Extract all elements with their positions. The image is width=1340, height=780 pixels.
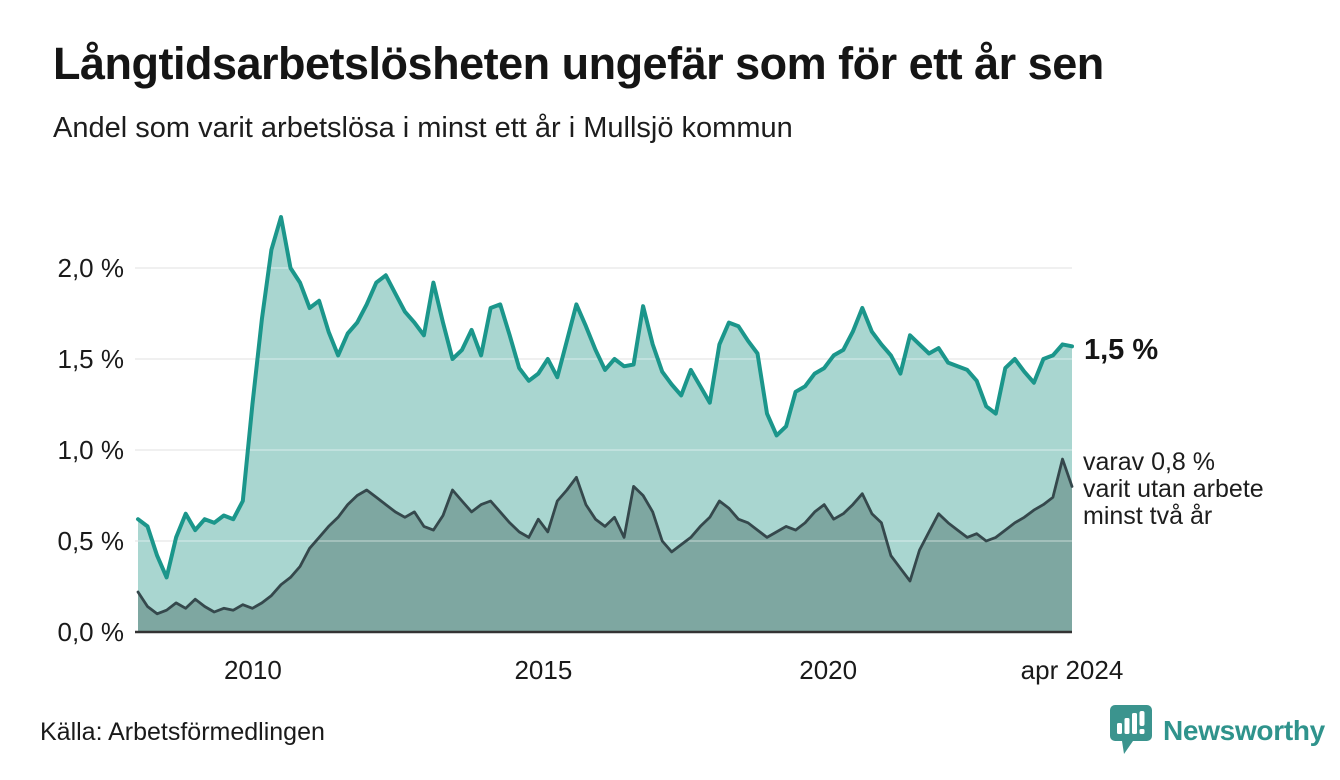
newsworthy-wordmark: Newsworthy (1163, 715, 1325, 746)
logo-bar-1 (1117, 723, 1122, 734)
y-tick-label: 0,0 % (58, 617, 125, 647)
area-fill-very-long-term (138, 459, 1072, 632)
logo-bar-3 (1132, 713, 1137, 734)
x-tick-label: 2020 (799, 655, 857, 685)
logo-bar-2 (1124, 718, 1130, 734)
newsworthy-bubble-icon (1110, 705, 1152, 754)
logo-bubble-shape (1110, 705, 1152, 754)
page-subtitle: Andel som varit arbetslösa i minst ett å… (53, 111, 793, 144)
page-title: Långtidsarbetslösheten ungefär som för e… (53, 38, 1104, 89)
series-line-long-term (136, 215, 1074, 580)
x-tick-label: 2015 (514, 655, 572, 685)
y-tick-label: 1,0 % (58, 435, 125, 465)
logo-exclamation-stem (1139, 711, 1145, 726)
series-end-label-very-long-term: varav 0,8 % varit utan arbete minst två … (1083, 449, 1264, 530)
series-end-label-line-2: varit utan arbete (1083, 475, 1264, 503)
series-end-label-line-1: varav 0,8 % (1083, 448, 1216, 476)
logo-exclamation-dot (1139, 729, 1145, 734)
chart-header: Långtidsarbetslösheten ungefär som för e… (53, 38, 1104, 145)
newsworthy-logo[interactable]: Newsworthy (1108, 703, 1325, 759)
y-tick-label: 1,5 % (58, 344, 125, 374)
x-tick-label: apr 2024 (1021, 655, 1124, 685)
series-end-label-long-term: 1,5 % (1084, 334, 1159, 366)
series-line-very-long-term (136, 457, 1074, 616)
y-tick-label: 0,5 % (58, 526, 125, 556)
series-end-label-line-3: minst två år (1083, 502, 1213, 530)
x-tick-label: 2010 (224, 655, 282, 685)
y-tick-label: 2,0 % (58, 253, 125, 283)
